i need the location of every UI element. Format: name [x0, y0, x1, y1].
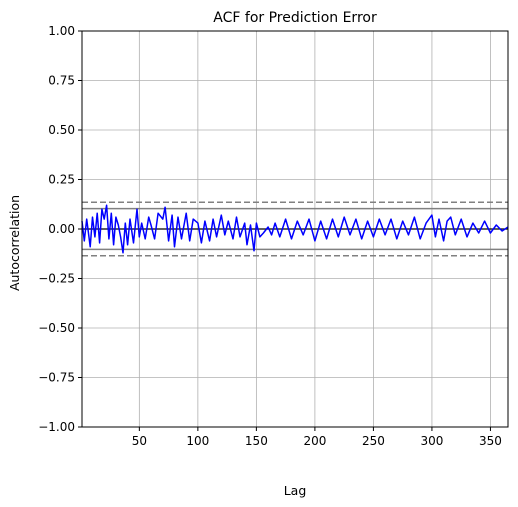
- chart-title: ACF for Prediction Error: [213, 10, 377, 26]
- series-layer: [81, 204, 509, 254]
- y-axis-label: Autocorrelation: [7, 195, 22, 291]
- y-tick-label: −1.00: [38, 420, 75, 434]
- x-tick-label: 350: [479, 434, 502, 448]
- y-tick-label: 0.75: [48, 74, 75, 88]
- x-tick-label: 200: [303, 434, 326, 448]
- y-tick-label: −0.50: [38, 321, 75, 335]
- y-tick-label: −0.75: [38, 371, 75, 385]
- x-axis: 50 100 150 200 250 300 350: [132, 427, 502, 448]
- y-tick-label: 0.50: [48, 123, 75, 137]
- x-tick-label: 100: [186, 434, 209, 448]
- y-axis: −1.00 −0.75 −0.50 −0.25 0.00 0.25 0.50 0.75 1.00: [38, 24, 82, 434]
- y-tick-label: 1.00: [48, 24, 75, 38]
- x-tick-label: 150: [245, 434, 268, 448]
- x-tick-label: 50: [132, 434, 147, 448]
- y-tick-label: 0.00: [48, 222, 75, 236]
- y-tick-label: −0.25: [38, 272, 75, 286]
- y-tick-label: 0.25: [48, 173, 75, 187]
- x-tick-label: 300: [420, 434, 443, 448]
- x-axis-label: Lag: [284, 483, 307, 498]
- x-tick-label: 250: [362, 434, 385, 448]
- acf-series-line: [81, 204, 509, 254]
